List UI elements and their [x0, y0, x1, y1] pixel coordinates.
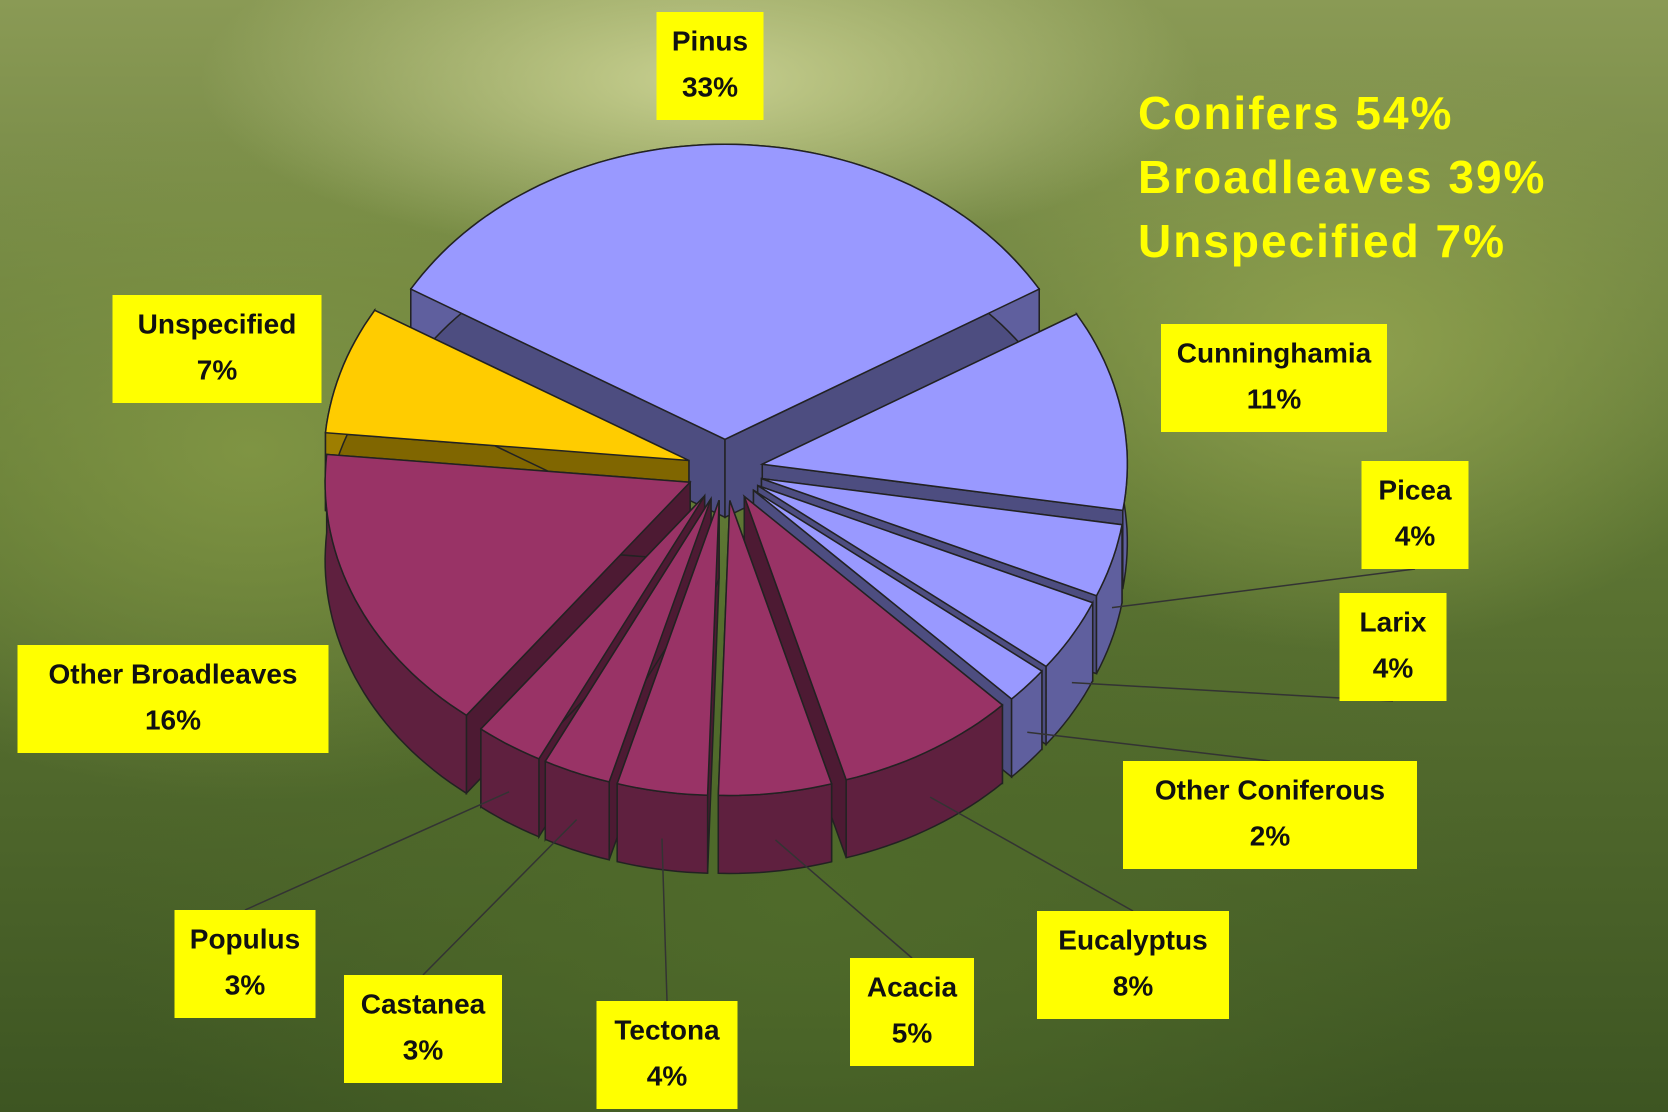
- leader-line: [422, 819, 578, 976]
- slice-label: Populus: [190, 923, 300, 954]
- slice-value-label: 2%: [1250, 820, 1291, 851]
- slice: [409, 143, 1041, 441]
- slice-label: Tectona: [614, 1014, 720, 1045]
- label-box: [656, 12, 764, 120]
- label-box: [1161, 324, 1387, 432]
- label-box: [1037, 911, 1229, 1019]
- slice-label: Pinus: [672, 25, 748, 56]
- leader-line: [929, 796, 1134, 912]
- slice: [544, 498, 712, 783]
- slice: [761, 477, 1123, 597]
- label-box: [1123, 761, 1417, 869]
- label-box: [174, 910, 316, 1018]
- leader-line: [661, 838, 668, 1002]
- slice-value-label: 4%: [1395, 520, 1436, 551]
- label-box: [1361, 461, 1469, 569]
- slice-value-label: 33%: [682, 71, 738, 102]
- slice-value-label: 3%: [403, 1034, 444, 1065]
- slice-value-label: 8%: [1113, 970, 1154, 1001]
- leader-line: [775, 839, 913, 959]
- annotation: Conifers 54%: [1138, 87, 1453, 139]
- slice-value-label: 3%: [225, 969, 266, 1000]
- leader-line: [1111, 568, 1416, 609]
- slice-label: Eucalyptus: [1058, 924, 1207, 955]
- slice-label: Acacia: [867, 971, 958, 1002]
- slice-label: Picea: [1378, 474, 1452, 505]
- pie: [324, 143, 1129, 875]
- slice: [479, 495, 706, 760]
- annotation: Unspecified 7%: [1138, 215, 1506, 267]
- slice-value-label: 7%: [197, 354, 238, 385]
- slice-value-label: 4%: [1373, 652, 1414, 683]
- label-box: [596, 1001, 738, 1109]
- leader-line: [1071, 681, 1394, 702]
- slice: [753, 489, 1044, 700]
- leader-line: [1027, 731, 1271, 762]
- slice-value-label: 5%: [892, 1017, 933, 1048]
- slice-value-label: 16%: [145, 704, 201, 735]
- label-box: [344, 975, 502, 1083]
- slice: [742, 494, 1004, 781]
- label-box: [1339, 593, 1447, 701]
- slice-label: Castanea: [361, 988, 486, 1019]
- slice-label: Other Coniferous: [1155, 774, 1385, 805]
- slice: [717, 500, 833, 797]
- slice: [324, 309, 690, 462]
- label-box: [850, 958, 974, 1066]
- slice: [757, 484, 1094, 668]
- slice-label: Other Broadleaves: [49, 658, 298, 689]
- slice: [324, 453, 692, 717]
- slice-value-label: 11%: [1247, 383, 1302, 414]
- slice-label: Cunninghamia: [1177, 337, 1372, 368]
- slice: [759, 313, 1129, 512]
- slice-wall: [717, 782, 833, 875]
- slice-value-label: 4%: [647, 1060, 688, 1091]
- label-box: [17, 645, 329, 753]
- slice: [616, 500, 720, 796]
- leader-line: [244, 791, 510, 911]
- slice-label: Unspecified: [138, 308, 297, 339]
- slice-label: Larix: [1360, 606, 1427, 637]
- annotation: Broadleaves 39%: [1138, 151, 1546, 203]
- label-box: [112, 295, 322, 403]
